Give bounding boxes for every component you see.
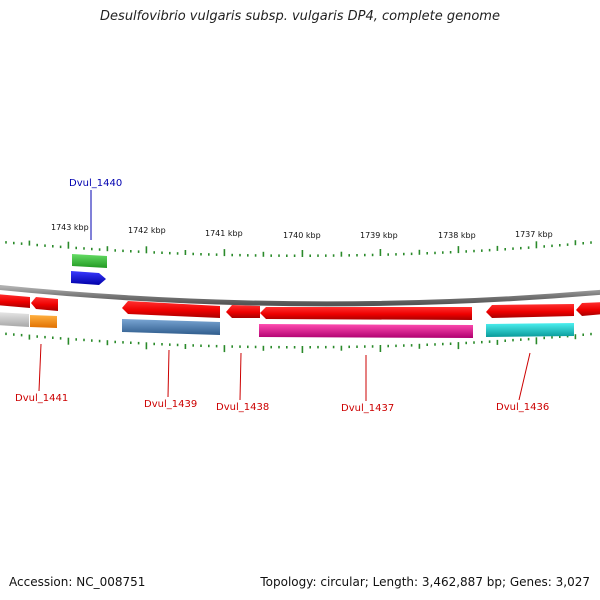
cds-arrow-1438[interactable] [226, 305, 260, 318]
cds-arrow-left-edge[interactable] [0, 294, 30, 308]
ruler-ticks-outer [5, 240, 592, 257]
cds-arrow-1436[interactable] [486, 304, 574, 318]
ruler-label: 1737 kbp [515, 230, 553, 239]
cds-arrow-1441[interactable] [31, 297, 58, 311]
leader-line-1439 [167, 349, 170, 398]
blue-feature-arrow[interactable] [71, 271, 106, 285]
ruler-label: 1740 kbp [283, 231, 321, 240]
cds-arrow-1437[interactable] [260, 307, 472, 320]
steel-feature[interactable] [122, 319, 220, 335]
gene-label[interactable]: Dvul_1436 [496, 402, 549, 413]
green-feature[interactable] [72, 254, 107, 268]
ruler-label: 1738 kbp [438, 231, 476, 240]
gene-label[interactable]: Dvul_1439 [144, 399, 197, 410]
gene-label[interactable]: Dvul_1437 [341, 403, 394, 414]
accession-text: Accession: NC_008751 [9, 575, 146, 589]
magenta-feature[interactable] [259, 324, 473, 338]
genome-summary-text: Topology: circular; Length: 3,462,887 bp… [260, 575, 590, 589]
cds-arrow-right-edge[interactable] [576, 302, 600, 316]
genome-backbone [0, 284, 600, 307]
orange-feature[interactable] [30, 315, 57, 328]
gene-leader-lines [38, 190, 531, 401]
cds-arrow-1439[interactable] [122, 301, 220, 318]
ruler-label: 1743 kbp [51, 223, 89, 232]
gene-labels: Dvul_1440 Dvul_1441 Dvul_1439 Dvul_1438 … [15, 178, 549, 414]
cyan-feature[interactable] [486, 323, 574, 337]
ruler-label: 1741 kbp [205, 229, 243, 238]
ruler-ticks-inner [5, 332, 592, 353]
leader-line-1441 [38, 343, 42, 392]
leader-line-1438 [239, 352, 242, 401]
gene-label[interactable]: Dvul_1441 [15, 393, 68, 404]
gene-label[interactable]: Dvul_1438 [216, 402, 269, 413]
silver-feature[interactable] [0, 312, 29, 327]
leader-line-1436 [518, 352, 531, 401]
ruler-label: 1742 kbp [128, 226, 166, 235]
map-title: Desulfovibrio vulgaris subsp. vulgaris D… [100, 9, 500, 24]
ruler-labels: 1743 kbp 1742 kbp 1741 kbp 1740 kbp 1739… [51, 223, 553, 240]
ruler-label: 1739 kbp [360, 231, 398, 240]
gene-label[interactable]: Dvul_1440 [69, 178, 122, 189]
